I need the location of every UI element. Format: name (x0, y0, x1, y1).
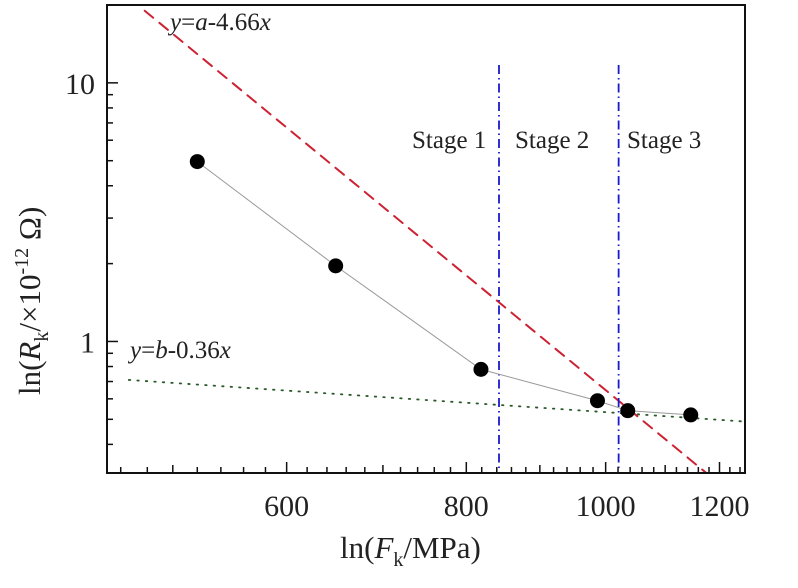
stage-2-label: Stage 2 (515, 127, 589, 154)
fit-steep-line (143, 9, 708, 473)
data-point (589, 393, 605, 409)
fit-steep-label: y=a-4.66x (167, 9, 271, 36)
fit-shallow-label: y=b-0.36x (127, 337, 231, 364)
y-tick-label: 1 (80, 326, 95, 359)
x-tick-label: 600 (264, 490, 309, 523)
x-tick-label: 1200 (690, 490, 750, 523)
data-point (683, 407, 699, 423)
data-point (473, 361, 489, 377)
y-axis-label: ln(Rk/×10-12 Ω) (11, 207, 53, 395)
stage-1-label: Stage 1 (412, 127, 486, 154)
plot-area (127, 9, 745, 473)
x-tick-label: 800 (444, 490, 489, 523)
data-line (196, 161, 691, 416)
x-axis-label: ln(Fk/MPa) (340, 530, 481, 571)
data-point (328, 258, 344, 274)
x-tick-label: 1000 (576, 490, 636, 523)
data-point (189, 154, 205, 170)
y-tick-label: 10 (65, 68, 95, 101)
stage-3-label: Stage 3 (627, 127, 701, 154)
data-point (620, 403, 636, 419)
fit-shallow-line (127, 379, 745, 423)
plot-frame (106, 4, 746, 474)
